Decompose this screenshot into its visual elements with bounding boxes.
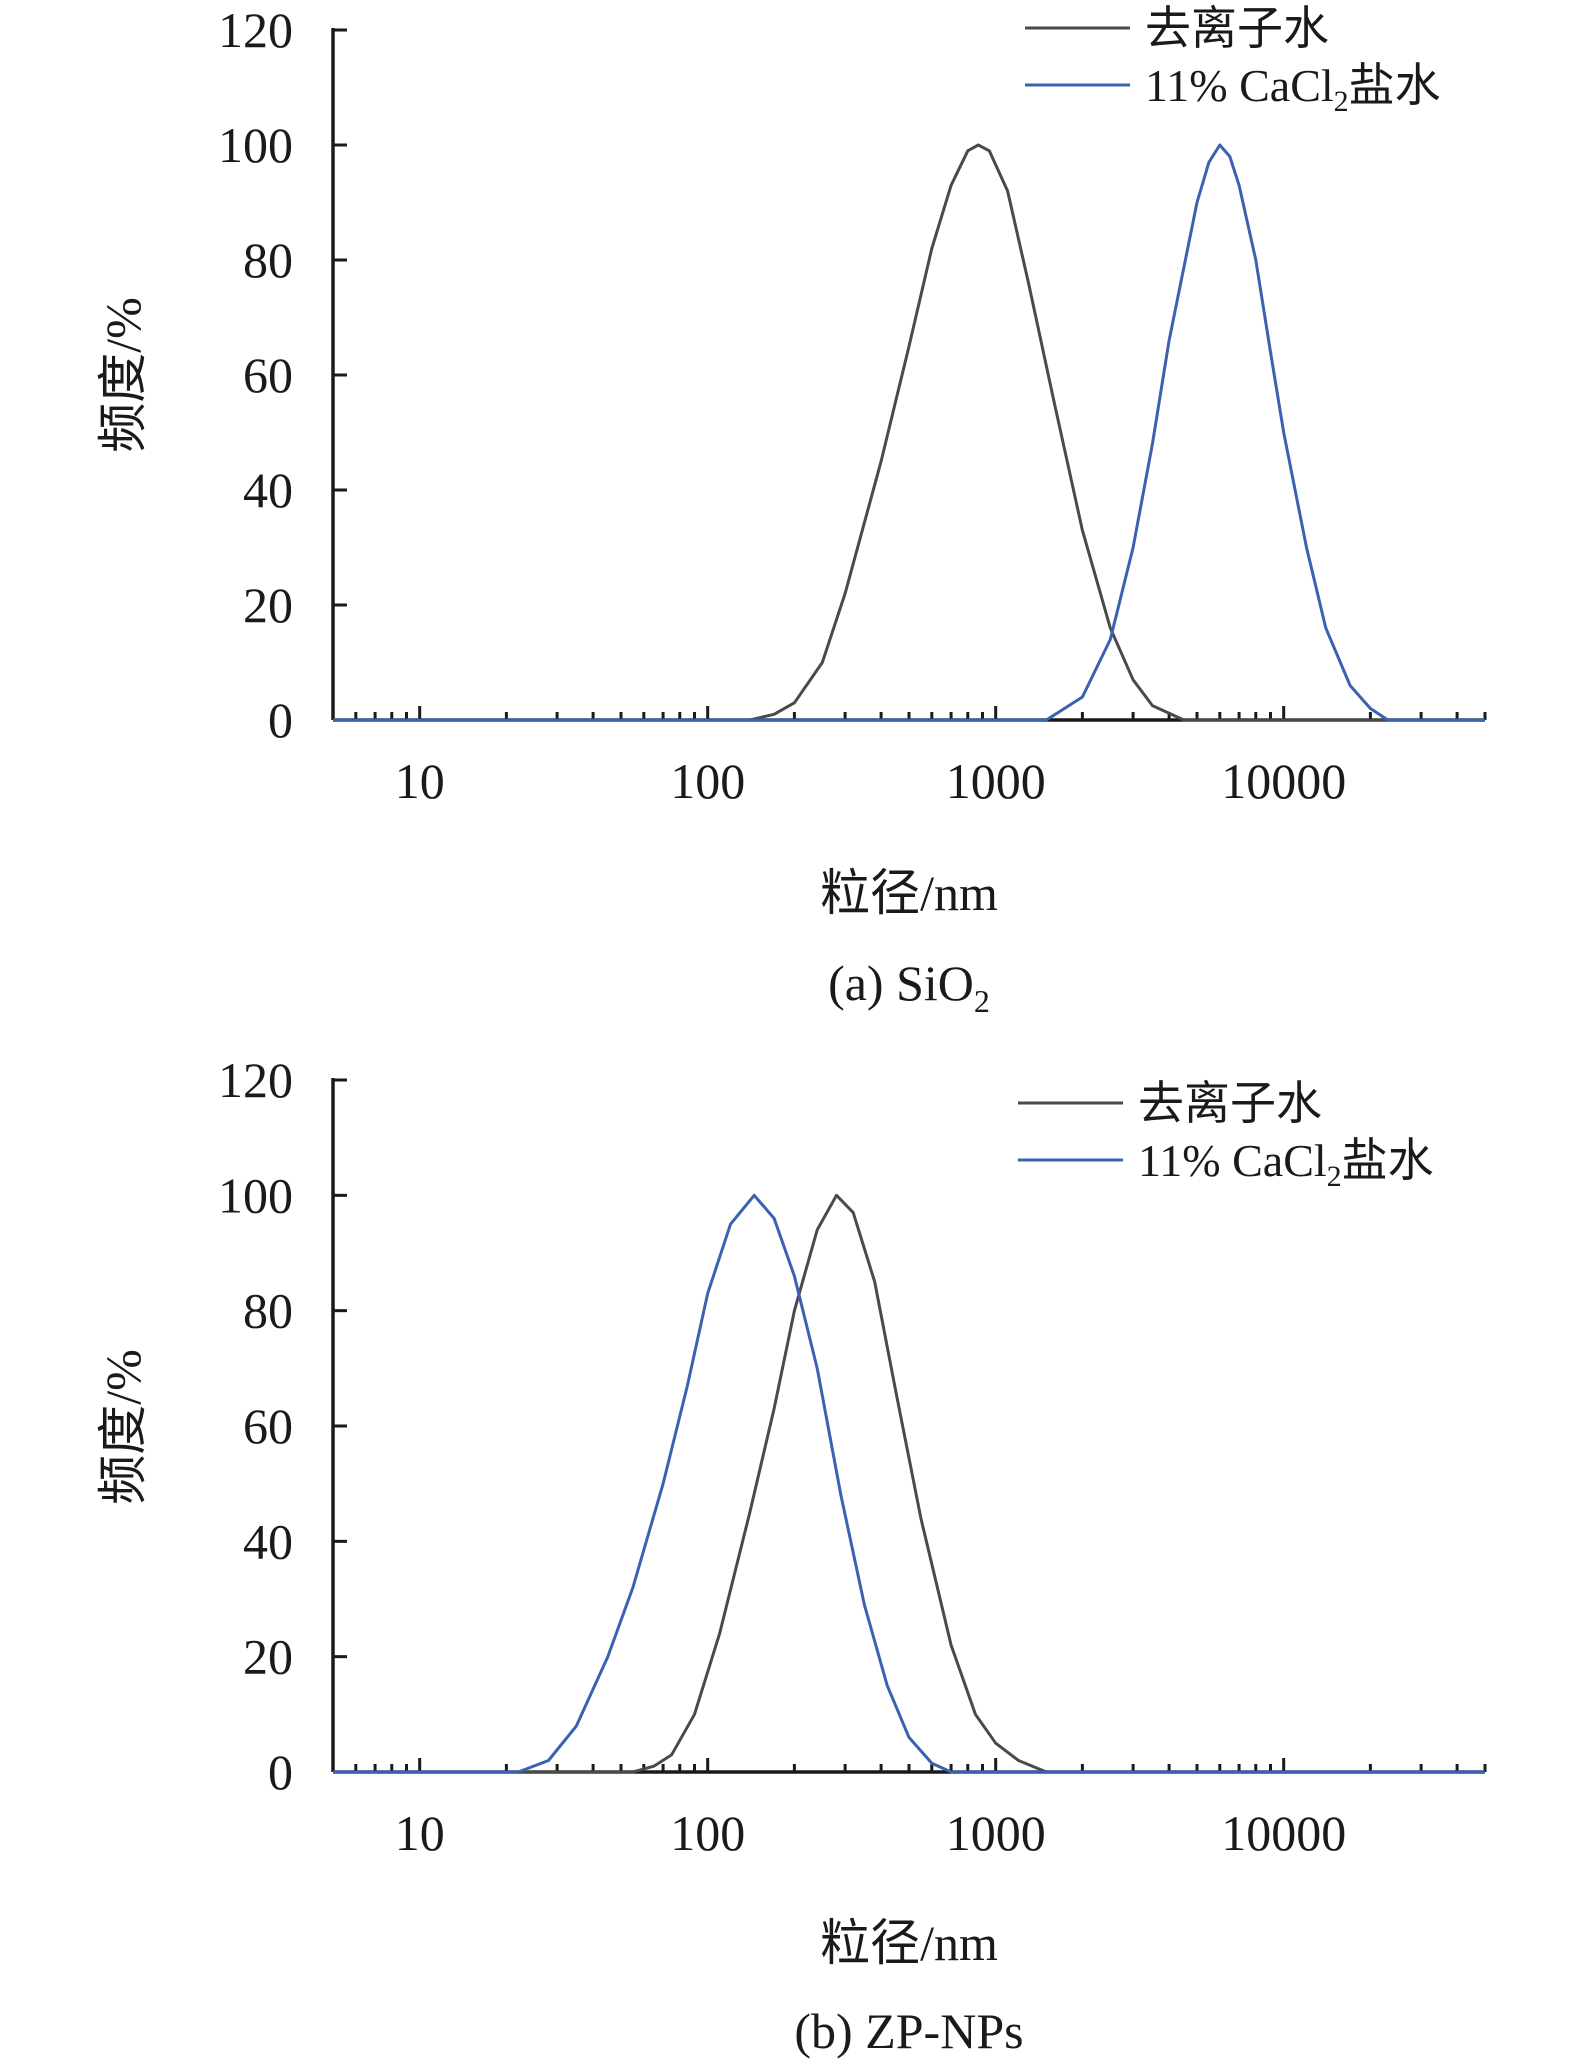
legend-label-tail: 盐水	[1349, 60, 1441, 111]
panel-b: 0 20 40 60 80 100 120 10 100 1000 10000 去离子水 11% Ca…	[95, 1052, 1487, 2059]
legend-label-subscript: 2	[1334, 85, 1349, 118]
legend-label-main: 11% CaCl	[1138, 1135, 1327, 1186]
x-axis-title: 粒径/nm	[820, 865, 998, 921]
panel-caption: (a) SiO2	[828, 955, 990, 1019]
y-tick-label: 120	[218, 2, 293, 58]
legend-label-subscript: 2	[1327, 1160, 1342, 1193]
y-tick-label: 60	[243, 1398, 293, 1454]
y-tick-label: 40	[243, 462, 293, 518]
ticks	[331, 28, 1487, 722]
y-tick-label: 100	[218, 1167, 293, 1223]
legend-label: 去离子水	[1145, 3, 1329, 54]
series-lines	[333, 143, 1485, 722]
series-lines	[333, 1193, 1485, 1774]
legend-label: 去离子水	[1138, 1078, 1322, 1129]
y-tick-label: 0	[268, 1744, 293, 1800]
x-tick-label: 1000	[946, 1805, 1046, 1861]
tick-labels: 0 20 40 60 80 100 120 10 100 1000 10000	[218, 2, 1346, 809]
legend: 去离子水 11% CaCl2盐水	[1018, 1078, 1434, 1193]
legend-label: 11% CaCl2盐水	[1145, 60, 1441, 118]
y-tick-label: 80	[243, 1283, 293, 1339]
legend-label: 11% CaCl2盐水	[1138, 1135, 1434, 1193]
y-tick-label: 40	[243, 1513, 293, 1569]
y-tick-label: 120	[218, 1052, 293, 1108]
x-tick-label: 10000	[1221, 753, 1346, 809]
series-line-deionized-water	[333, 143, 1485, 722]
series-line-deionized-water	[333, 1193, 1485, 1774]
y-axis-title: 频度/%	[95, 1349, 151, 1505]
x-tick-label: 100	[670, 753, 745, 809]
panel-a: 0 20 40 60 80 100 120 10 100 1000 10000 去离子水 11% Ca…	[95, 2, 1487, 1019]
x-tick-label: 10000	[1221, 1805, 1346, 1861]
axes	[331, 28, 1485, 722]
y-tick-label: 60	[243, 347, 293, 403]
x-tick-label: 10	[395, 1805, 445, 1861]
legend-label-main: 11% CaCl	[1145, 60, 1334, 111]
series-line-cacl2-brine	[333, 1193, 1485, 1774]
x-tick-label: 1000	[946, 753, 1046, 809]
legend: 去离子水 11% CaCl2盐水	[1025, 3, 1441, 118]
tick-labels: 0 20 40 60 80 100 120 10 100 1000 10000	[218, 1052, 1346, 1861]
x-axis-title: 粒径/nm	[820, 1915, 998, 1971]
legend-label-tail: 盐水	[1342, 1135, 1434, 1186]
y-tick-label: 20	[243, 1629, 293, 1685]
y-tick-label: 80	[243, 232, 293, 288]
x-tick-label: 10	[395, 753, 445, 809]
x-tick-label: 100	[670, 1805, 745, 1861]
y-tick-label: 0	[268, 692, 293, 748]
caption-main: (a) SiO	[828, 955, 974, 1011]
y-tick-label: 20	[243, 577, 293, 633]
caption-subscript: 2	[974, 983, 990, 1019]
panel-caption: (b) ZP-NPs	[794, 2003, 1023, 2059]
y-axis-title: 频度/%	[95, 297, 151, 453]
y-tick-label: 100	[218, 117, 293, 173]
series-line-cacl2-brine	[333, 143, 1485, 722]
caption-main: (b) ZP-NPs	[794, 2003, 1023, 2059]
